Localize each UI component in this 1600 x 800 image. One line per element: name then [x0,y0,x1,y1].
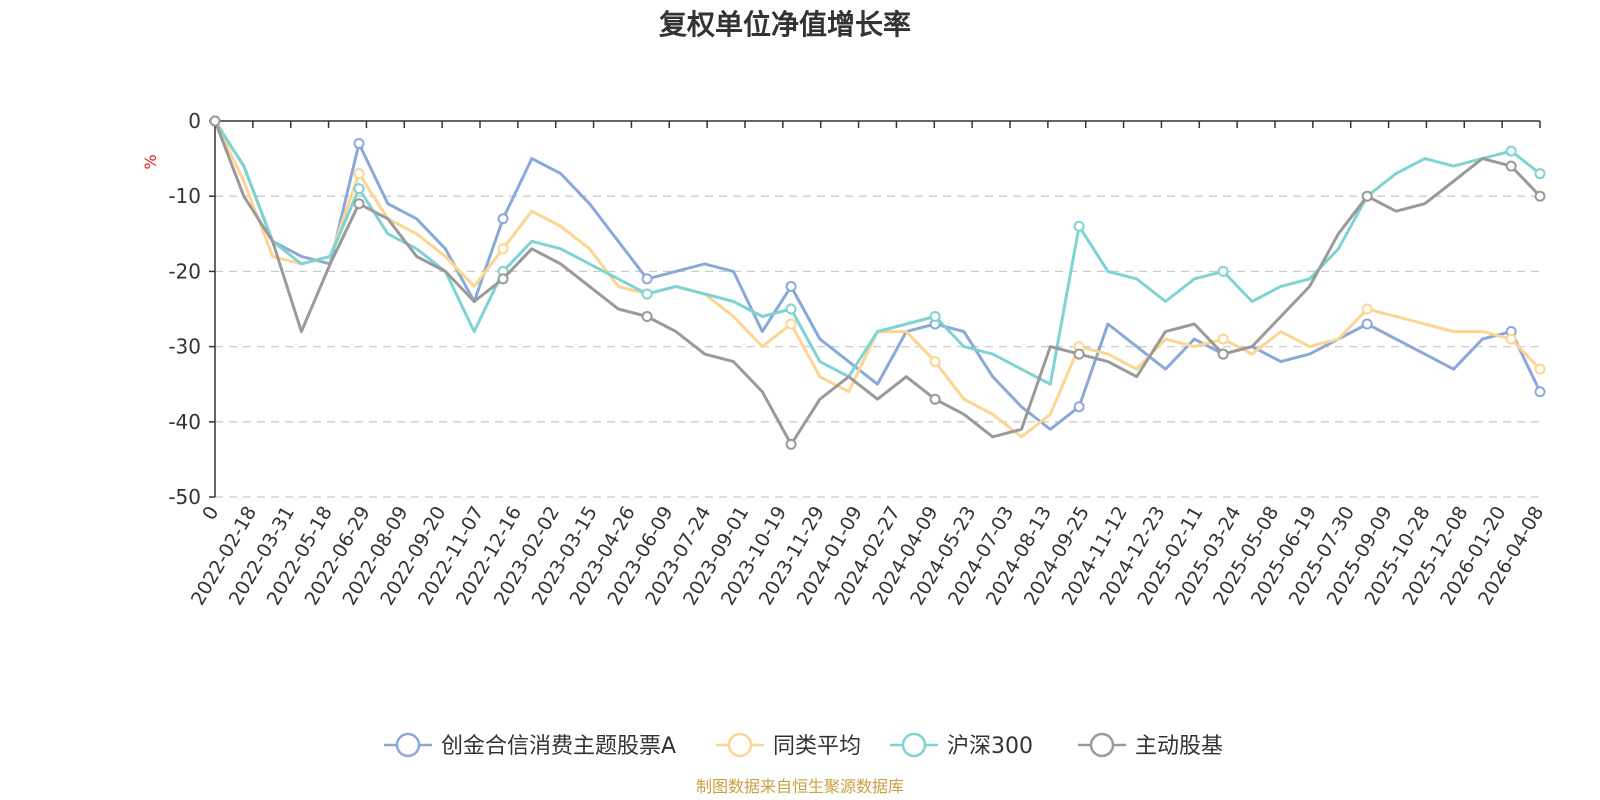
data-point [1534,168,1546,180]
series-lines [209,115,1546,450]
data-point [1534,363,1546,375]
y-tick-label: -20 [168,259,201,283]
legend-swatch-marker [1089,732,1115,758]
data-point [353,198,365,210]
data-point [209,115,221,127]
legend-label: 同类平均 [773,734,861,759]
legend-label: 创金合信消费主题股票A [441,734,676,759]
y-axis-ticks: 0 -10 -20 -30 -40 -50 [168,109,215,509]
series-line [213,120,1542,446]
series-line [213,120,1542,439]
data-point [1534,386,1546,398]
data-point [785,318,797,330]
data-point [1505,333,1517,345]
legend-swatch-marker [901,732,927,758]
data-point [497,213,509,225]
data-point [497,273,509,285]
data-point [785,303,797,315]
y-tick-label: -50 [168,485,201,509]
grid-lines [215,195,1540,498]
legend-item-3[interactable]: 沪深300 [890,732,1033,759]
y-tick-label: -10 [168,184,201,208]
data-point [497,243,509,255]
legend-label: 主动股基 [1135,734,1223,759]
source-note: 制图数据来自恒生聚源数据库 [696,777,904,796]
data-point [785,438,797,450]
data-point [641,311,653,323]
data-point [353,168,365,180]
data-point [1217,348,1229,360]
legend[interactable]: 创金合信消费主题股票A 同类平均 沪深300 主动股基 [384,732,1223,759]
x-axis-ticks: 02022-02-182022-03-312022-05-182022-06-2… [187,121,1548,609]
legend-item-1[interactable]: 创金合信消费主题股票A [384,732,676,759]
chart-title: 复权单位净值增长率 [659,8,911,41]
legend-item-2[interactable]: 同类平均 [716,732,861,759]
data-point [785,280,797,292]
series-1 [209,115,1546,431]
data-point [1217,333,1229,345]
data-point [1505,145,1517,157]
legend-swatch-marker [727,732,753,758]
data-point [1217,265,1229,277]
data-point [1505,160,1517,172]
data-point [929,311,941,323]
series-line [213,120,1542,431]
legend-item-4[interactable]: 主动股基 [1078,732,1223,759]
series-2 [209,115,1546,439]
data-point [1361,190,1373,202]
data-point [1073,220,1085,232]
data-point [1361,318,1373,330]
y-tick-label: -40 [168,410,201,434]
data-point [1073,401,1085,413]
series-4 [209,115,1546,450]
data-point [353,138,365,150]
data-point [1073,348,1085,360]
data-point [1534,190,1546,202]
x-tick-label: 0 [198,503,223,524]
data-point [641,288,653,300]
data-point [353,183,365,195]
data-point [929,393,941,405]
y-tick-label: -30 [168,335,201,359]
legend-swatch-marker [395,732,421,758]
legend-label: 沪深300 [947,734,1033,759]
data-point [1361,303,1373,315]
axes [214,120,1540,497]
y-tick-label: 0 [188,109,201,133]
y-axis-unit: % [141,154,160,169]
data-point [641,273,653,285]
data-point [929,356,941,368]
